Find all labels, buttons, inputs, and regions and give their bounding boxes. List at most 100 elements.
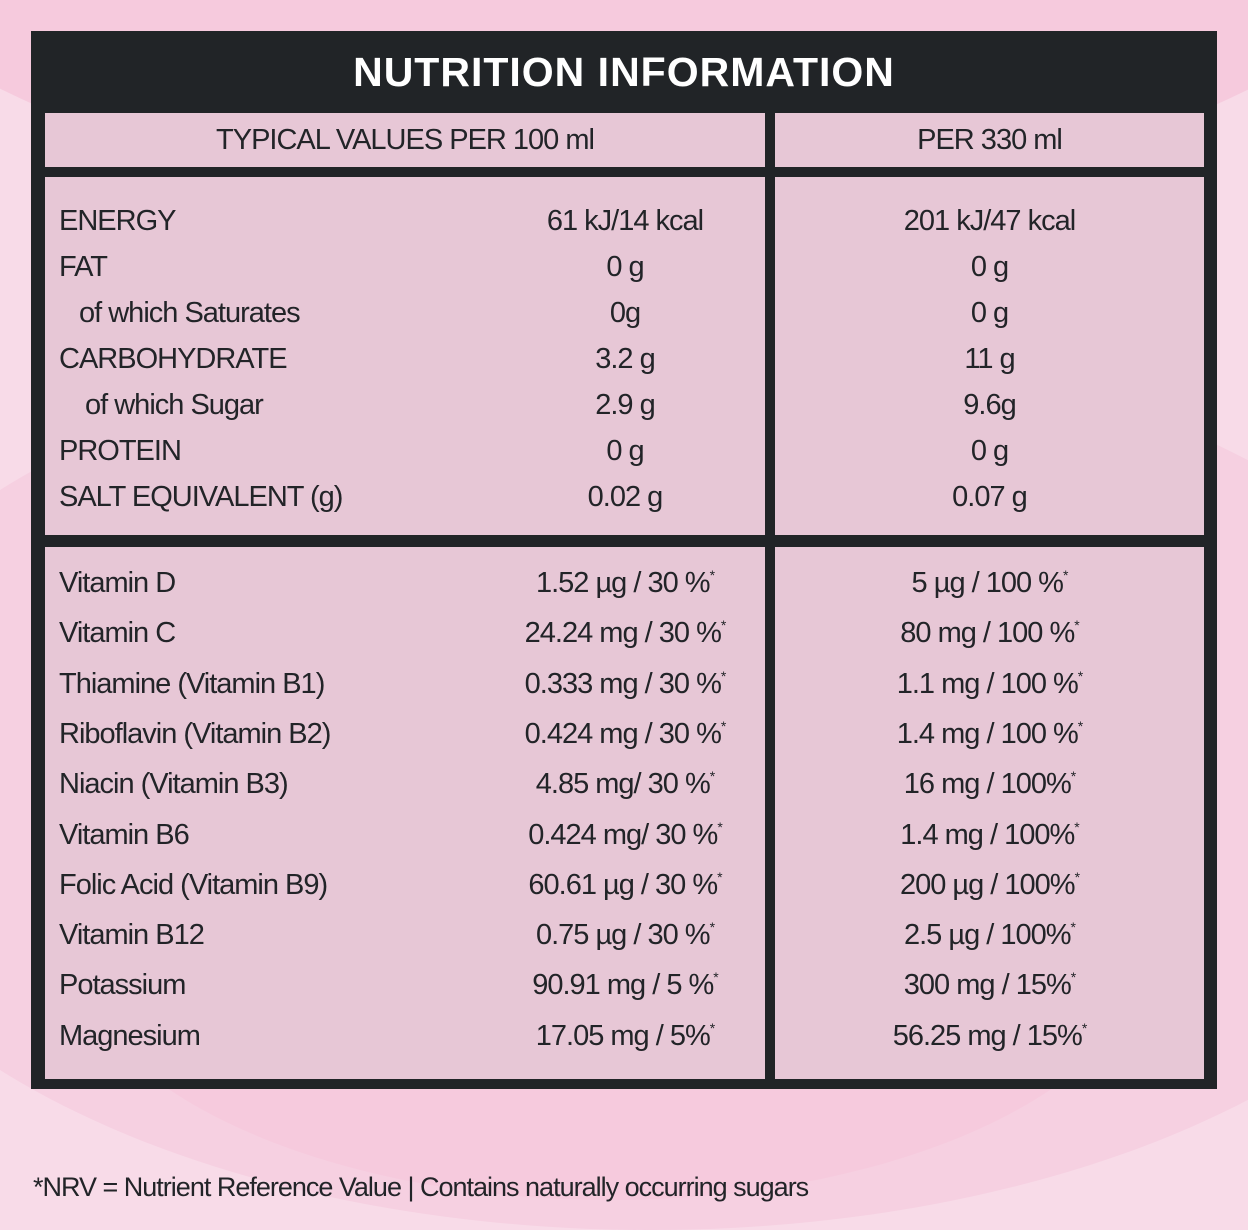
header-per-330ml-label: PER 330 ml — [917, 123, 1063, 156]
vitamins-right-cell: 5 µg / 100 %* 80 mg / 100 %* 1.1 mg / 100 … — [775, 547, 1204, 1079]
vitamin-value-per-330ml-text: 2.5 µg / 100% — [903, 919, 1072, 952]
vitamin-label-text: Vitamin B6 — [59, 818, 190, 851]
nutrient-value-per-330ml-text: 9.6g — [963, 389, 1016, 421]
nutrient-label: of which Saturates — [79, 297, 301, 330]
nutrient-label-text: FAT — [59, 251, 108, 283]
vitamin-value-per-330ml: 2.5 µg / 100%* — [775, 919, 1204, 952]
nrv-asterisk: * — [709, 1019, 716, 1036]
nrv-asterisk: * — [709, 919, 716, 936]
nutrients-right-cell: 201 kJ/47 kcal 0 g 0 g 11 g 9.6g 0 g 0.07 g — [775, 177, 1204, 535]
nutrient-label-text: PROTEIN — [59, 435, 182, 467]
nutrients-left-cell: ENERGY 61 kJ/14 kcal FAT 0 g of which Satura… — [45, 177, 765, 535]
nutrient-value-per-100ml-text: 0 g — [606, 435, 644, 467]
nutrient-label-text: ENERGY — [59, 205, 176, 237]
vitamin-label: Vitamin D — [59, 567, 176, 600]
nutrition-table: NUTRITION INFORMATION TYPICAL VALUES PER… — [31, 31, 1217, 1089]
header-per-100ml: TYPICAL VALUES PER 100 ml — [45, 113, 765, 167]
nutrient-label-text: SALT EQUIVALENT (g) — [59, 481, 343, 513]
nutrient-value-per-330ml: 0 g — [775, 251, 1204, 284]
vitamin-value-per-100ml: 60.61 µg / 30 %* — [415, 869, 835, 902]
nutrient-value-per-330ml-text: 201 kJ/47 kcal — [903, 205, 1076, 237]
nutrient-value-per-330ml-text: 0 g — [970, 251, 1009, 283]
nutrient-value-per-100ml-text: 0 g — [606, 251, 644, 283]
vitamin-value-per-330ml: 1.4 mg / 100%* — [775, 819, 1204, 852]
nutrient-label: FAT — [59, 251, 108, 284]
nrv-asterisk: * — [720, 667, 727, 684]
vitamin-value-per-100ml-text: 1.52 µg / 30 % — [535, 567, 711, 599]
nrv-asterisk: * — [1070, 919, 1077, 936]
vitamin-label: Niacin (Vitamin B3) — [59, 768, 289, 801]
nrv-asterisk: * — [709, 768, 716, 785]
vitamin-label: Riboflavin (Vitamin B2) — [59, 717, 331, 751]
nutrient-label-text: of which Sugar — [85, 389, 264, 421]
nutrient-value-per-330ml-text: 0 g — [970, 297, 1009, 329]
nrv-asterisk: * — [713, 969, 719, 986]
nutrient-label-text: of which Saturates — [79, 297, 301, 329]
vitamin-value-per-100ml-text: 0.333 mg / 30 % — [524, 667, 722, 700]
nutrient-value-per-330ml-text: 0 g — [970, 435, 1009, 467]
vitamin-value-per-100ml-text: 24.24 mg / 30 % — [524, 617, 722, 650]
vitamin-value-per-100ml-text: 17.05 mg / 5% — [535, 1019, 711, 1052]
vitamin-value-per-100ml: 17.05 mg / 5%* — [415, 1020, 835, 1053]
vitamin-label-text: Riboflavin (Vitamin B2) — [59, 717, 331, 750]
nrv-asterisk: * — [717, 868, 723, 885]
nutrient-value-per-330ml-text: 11 g — [964, 343, 1015, 375]
vitamin-value-per-330ml-text: 1.4 mg / 100% — [900, 818, 1075, 851]
vitamin-value-per-100ml-text: 0.424 mg / 30 % — [524, 717, 722, 750]
nutrient-value-per-100ml-text: 0.02 g — [587, 481, 664, 513]
vitamin-label-text: Folic Acid (Vitamin B9) — [59, 868, 328, 901]
vitamin-value-per-100ml: 1.52 µg / 30 %* — [415, 567, 835, 600]
vitamin-value-per-330ml: 1.4 mg / 100 %* — [775, 718, 1204, 751]
nutrient-label-text: CARBOHYDRATE — [59, 343, 288, 375]
nrv-asterisk: * — [1074, 818, 1080, 835]
nrv-asterisk: * — [1081, 1019, 1088, 1036]
nutrient-value-per-100ml-text: 0g — [609, 297, 641, 329]
vitamin-value-per-100ml-text: 0.75 µg / 30 % — [535, 919, 711, 952]
vitamin-value-per-330ml-text: 1.4 mg / 100 % — [896, 717, 1079, 750]
vitamin-value-per-330ml-text: 1.1 mg / 100 % — [896, 667, 1079, 700]
nrv-asterisk: * — [717, 818, 723, 835]
vitamin-value-per-100ml: 0.75 µg / 30 %* — [415, 919, 835, 952]
vitamin-value-per-100ml-text: 60.61 µg / 30 % — [528, 868, 718, 901]
nrv-asterisk: * — [709, 567, 716, 583]
nutrient-value-per-100ml: 0 g — [415, 251, 835, 284]
vitamin-value-per-100ml-text: 4.85 mg/ 30 % — [535, 768, 711, 801]
vitamin-value-per-330ml: 5 µg / 100 %* — [775, 567, 1204, 600]
vitamin-label-text: Potassium — [59, 969, 186, 1002]
vitamin-value-per-100ml: 4.85 mg/ 30 %* — [415, 768, 835, 801]
nutrient-label: of which Sugar — [85, 389, 264, 422]
vitamin-value-per-330ml: 16 mg / 100%* — [775, 768, 1204, 801]
table-title: NUTRITION INFORMATION — [353, 48, 895, 95]
vitamin-value-per-330ml-text: 300 mg / 15% — [903, 969, 1072, 1002]
header-per-100ml-label: TYPICAL VALUES PER 100 ml — [216, 123, 595, 156]
vitamin-value-per-330ml: 56.25 mg / 15%* — [775, 1020, 1204, 1053]
vitamin-label-text: Niacin (Vitamin B3) — [59, 768, 289, 801]
nutrient-value-per-100ml: 0g — [415, 297, 835, 330]
nutrient-value-per-330ml: 201 kJ/47 kcal — [775, 205, 1204, 238]
nutrient-value-per-330ml: 0.07 g — [775, 481, 1204, 514]
vitamin-value-per-100ml-text: 90.91 mg / 5 % — [532, 969, 714, 1002]
vitamin-value-per-100ml-text: 0.424 mg/ 30 % — [528, 818, 718, 851]
nutrient-value-per-100ml: 0.02 g — [415, 481, 835, 514]
nutrient-label: ENERGY — [59, 205, 176, 238]
vitamin-value-per-100ml: 90.91 mg / 5 %* — [415, 969, 835, 1002]
vitamin-value-per-330ml-text: 200 µg / 100% — [899, 868, 1076, 901]
vitamin-value-per-330ml-text: 56.25 mg / 15% — [892, 1019, 1083, 1052]
vitamin-label: Vitamin C — [59, 617, 176, 650]
vitamin-value-per-330ml-text: 16 mg / 100% — [903, 768, 1072, 801]
nutrient-label: PROTEIN — [59, 435, 182, 468]
vitamin-value-per-100ml: 24.24 mg / 30 %* — [415, 617, 835, 650]
nutrient-value-per-100ml: 2.9 g — [415, 389, 835, 422]
nrv-asterisk: * — [1074, 617, 1080, 634]
nrv-asterisk: * — [720, 617, 727, 634]
nutrient-value-per-100ml: 0 g — [415, 435, 835, 468]
vitamin-label-text: Magnesium — [59, 1019, 201, 1052]
header-per-330ml: PER 330 ml — [775, 113, 1204, 167]
nrv-asterisk: * — [1074, 868, 1081, 885]
vitamin-value-per-330ml: 80 mg / 100 %* — [775, 617, 1204, 650]
nrv-asterisk: * — [1077, 717, 1084, 734]
nrv-asterisk: * — [1062, 567, 1069, 583]
nrv-asterisk: * — [720, 717, 727, 734]
nrv-asterisk: * — [1077, 667, 1084, 684]
nutrient-value-per-330ml: 0 g — [775, 435, 1204, 468]
